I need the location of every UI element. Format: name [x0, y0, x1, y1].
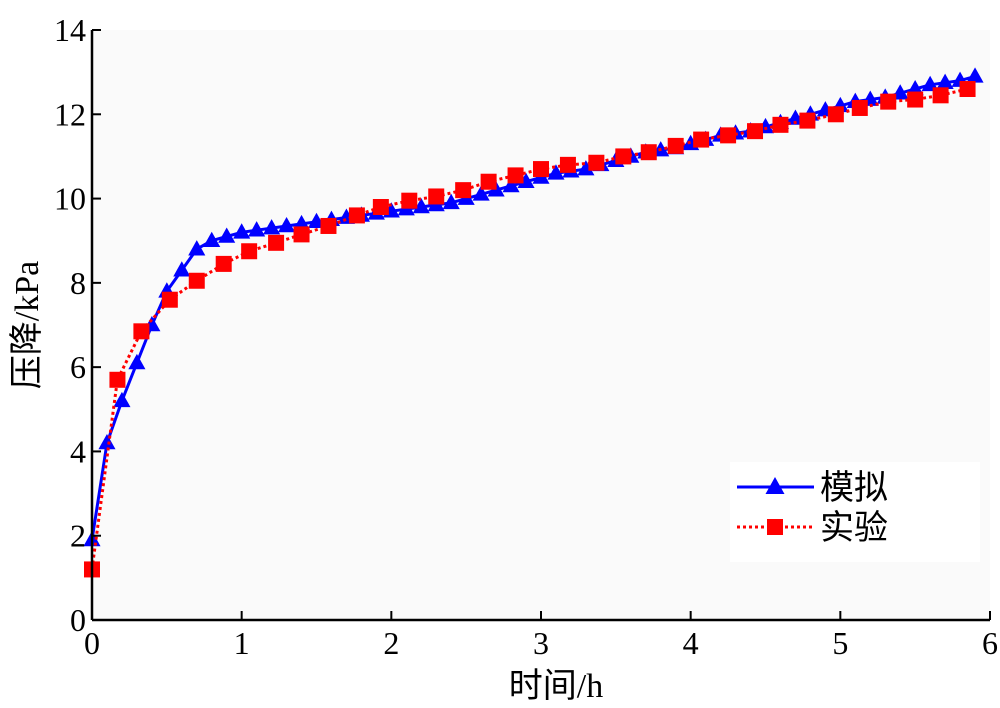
data-point-triangle [128, 353, 146, 370]
data-point-square [640, 144, 657, 161]
data-point-triangle [442, 193, 460, 210]
data-point-triangle [98, 434, 116, 450]
data-point-triangle [113, 391, 131, 408]
x-tick-label: 1 [234, 625, 250, 661]
y-tick-label: 8 [70, 265, 86, 301]
data-point-triangle [921, 75, 939, 92]
legend-marker-triangle [765, 477, 785, 494]
y-tick-label: 6 [70, 349, 86, 385]
data-point-square [241, 243, 258, 260]
data-point-square [161, 291, 178, 308]
y-axis-label: 压降/kPa [8, 261, 46, 389]
data-point-square [428, 188, 445, 205]
legend-marker-square [767, 519, 783, 535]
data-point-triangle [472, 185, 490, 201]
data-point-triangle [233, 223, 251, 239]
data-point-square [348, 207, 365, 224]
data-point-square [588, 154, 605, 171]
data-point-square [401, 192, 418, 209]
data-point-square [268, 234, 285, 251]
data-point-square [293, 226, 310, 243]
series-line [90, 87, 968, 570]
data-point-square [133, 323, 150, 340]
legend-item: 实验 [737, 509, 888, 547]
data-point-triangle [248, 221, 266, 237]
legend-label: 实验 [820, 509, 888, 547]
data-point-triangle [218, 227, 236, 243]
data-point-square [455, 182, 472, 199]
data-point-square [188, 272, 205, 289]
series-2 [84, 81, 976, 578]
data-point-triangle [412, 198, 430, 214]
data-point-square [747, 123, 764, 140]
data-point-triangle [577, 160, 595, 176]
data-point-square [215, 255, 232, 272]
data-point-triangle [517, 172, 535, 189]
data-point-triangle [188, 240, 206, 256]
data-point-square [109, 371, 126, 388]
data-point-square [559, 156, 576, 173]
data-point-square [772, 116, 789, 133]
data-point-triangle [502, 176, 520, 193]
data-point-square [693, 131, 710, 148]
x-tick-label: 0 [84, 625, 100, 661]
y-tick-label: 4 [70, 433, 86, 469]
data-point-square [720, 127, 737, 144]
y-tick-label: 0 [70, 602, 86, 638]
y-tick-label: 12 [54, 96, 86, 132]
data-point-square [827, 106, 844, 123]
x-tick-label: 3 [533, 625, 549, 661]
y-tick-label: 2 [70, 518, 86, 554]
data-point-square [533, 161, 549, 178]
legend-background [730, 462, 980, 562]
series-layer [83, 67, 984, 578]
data-point-triangle [966, 67, 984, 83]
x-tick-label: 2 [383, 625, 399, 661]
data-point-triangle [936, 73, 954, 89]
data-point-triangle [906, 80, 924, 96]
data-point-square [480, 173, 497, 190]
data-point-square [615, 148, 632, 165]
x-tick-label: 5 [832, 625, 848, 661]
x-axis-label: 时间/h [509, 668, 603, 705]
data-point-triangle [547, 164, 565, 180]
series-1 [83, 67, 984, 547]
y-tick-label: 10 [54, 181, 86, 217]
data-point-square [959, 81, 976, 97]
data-point-square [880, 93, 897, 110]
data-point-square [932, 87, 949, 104]
data-point-square [667, 137, 684, 154]
data-point-square [907, 91, 924, 108]
x-tick-label: 4 [683, 625, 699, 661]
data-point-square [507, 167, 524, 184]
legend-label: 模拟 [820, 469, 888, 507]
data-point-square [799, 112, 816, 129]
y-tick-label: 14 [54, 12, 86, 48]
legend-item: 模拟 [737, 469, 888, 507]
data-point-triangle [173, 261, 191, 277]
data-point-triangle [292, 214, 311, 231]
data-point-square [851, 99, 868, 116]
x-tick-label: 6 [982, 625, 998, 661]
data-point-square [372, 199, 389, 215]
data-point-triangle [263, 219, 281, 235]
data-point-triangle [278, 216, 296, 233]
data-point-square [320, 217, 337, 234]
data-point-triangle [203, 231, 221, 248]
